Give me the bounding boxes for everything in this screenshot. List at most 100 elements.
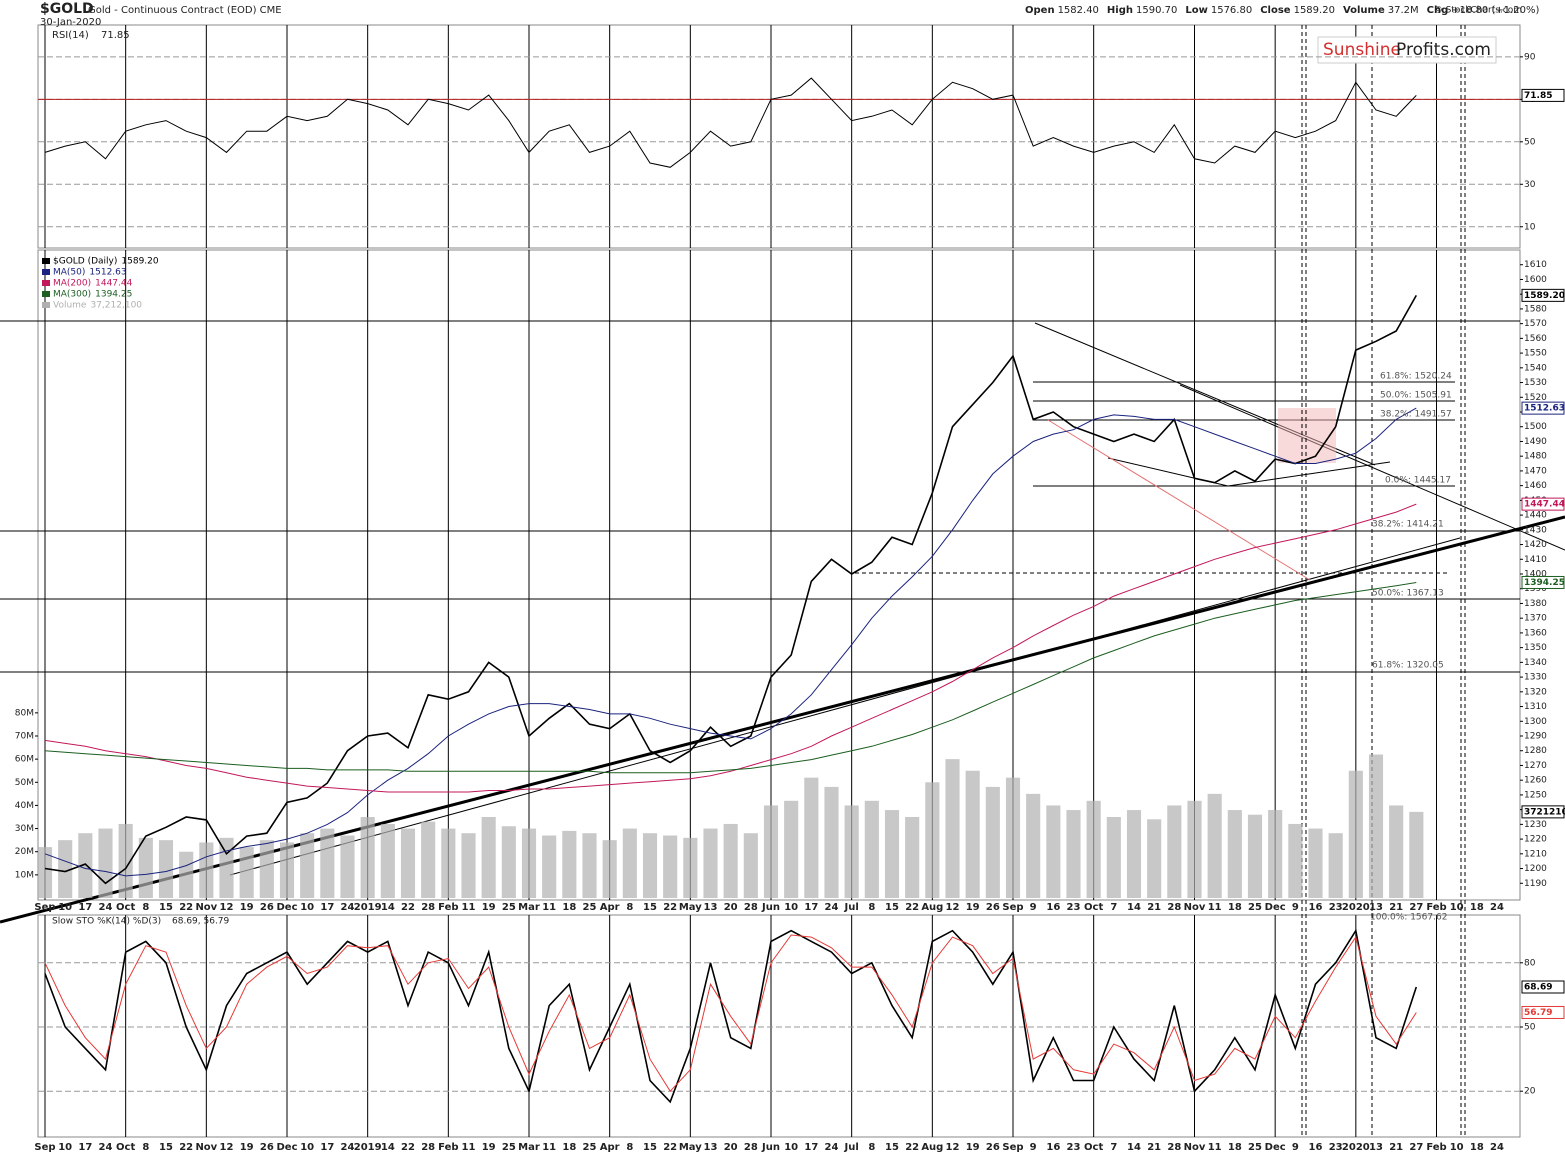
y-tick-label: 80M xyxy=(15,708,34,718)
quote-label: Open xyxy=(1025,5,1055,16)
x-tick-label: 21 xyxy=(1147,1142,1161,1153)
volume-bar xyxy=(501,826,516,898)
x-tick-label: 23 xyxy=(1067,902,1081,913)
x-tick-label: 16 xyxy=(1046,1142,1060,1153)
volume-bar xyxy=(58,840,73,898)
x-tick-label: 8 xyxy=(626,902,633,913)
y-tick-label: 90 xyxy=(1524,52,1536,62)
annotation: 38.2%: 1414.21 xyxy=(1372,520,1444,530)
stoch-line xyxy=(44,934,1417,1093)
x-tick-label: Sep xyxy=(34,1142,55,1153)
source: © StockCharts.com xyxy=(1434,6,1522,16)
volume-bar xyxy=(804,777,819,898)
x-tick-label: 10 xyxy=(300,902,314,913)
y-tick-label: 1430 xyxy=(1524,525,1547,535)
x-tick-label: Feb xyxy=(1426,1142,1446,1153)
x-tick-label: Jul xyxy=(844,1142,859,1153)
x-tick-label: 2019 xyxy=(354,1142,382,1153)
x-tick-label: 15 xyxy=(885,1142,899,1153)
y-tick-label: 1230 xyxy=(1524,820,1547,830)
volume-bar xyxy=(300,833,315,898)
y-tick-label: 1260 xyxy=(1524,776,1547,786)
value-tag xyxy=(1521,980,1565,994)
x-tick-label: 17 xyxy=(320,902,334,913)
volume-bar xyxy=(1207,793,1222,898)
legend-label: $GOLD (Daily) xyxy=(53,257,117,267)
y-tick-label: 1210 xyxy=(1524,849,1547,859)
quote-value: 1576.80 xyxy=(1211,5,1252,16)
y-tick-label: 20 xyxy=(1524,1087,1536,1097)
x-tick-label: 15 xyxy=(885,902,899,913)
x-tick-label: Sep xyxy=(1002,1142,1023,1153)
y-tick-label: 70M xyxy=(15,732,34,742)
volume-bar xyxy=(1026,793,1041,898)
y-tick-label: 1370 xyxy=(1524,614,1547,624)
x-tick-label: Sep xyxy=(34,902,55,913)
annotation: 61.8%: 1320.05 xyxy=(1372,661,1444,671)
legend-label: Volume xyxy=(53,301,87,311)
x-tick-label: 15 xyxy=(643,902,657,913)
volume-bar xyxy=(158,840,174,898)
y-tick-label: 1280 xyxy=(1524,746,1547,756)
y-tick-label: 1340 xyxy=(1524,658,1547,668)
annotation: 50.0%: 1505.91 xyxy=(1380,391,1452,401)
annotation: 61.8%: 1520.24 xyxy=(1380,372,1452,382)
x-tick-label: 23 xyxy=(1329,902,1343,913)
volume-bar xyxy=(784,800,799,898)
volume-bar xyxy=(1126,810,1142,898)
volume-bar xyxy=(663,835,678,898)
y-tick-label: 1520 xyxy=(1524,393,1547,403)
x-tick-label: Oct xyxy=(1084,902,1103,913)
volume-bar xyxy=(844,805,859,898)
y-tick-label: 1610 xyxy=(1524,260,1547,270)
quote-value: 1590.70 xyxy=(1136,5,1177,16)
volume-bar xyxy=(1308,828,1323,898)
y-tick-label: 1200 xyxy=(1524,864,1547,874)
x-tick-label: 8 xyxy=(868,902,875,913)
x-tick-label: 14 xyxy=(1127,1142,1141,1153)
x-tick-label: May xyxy=(679,1142,702,1153)
x-tick-label: Mar xyxy=(518,1142,540,1153)
x-tick-label: Oct xyxy=(116,902,135,913)
x-tick-label: 18 xyxy=(1228,902,1242,913)
x-tick-label: 19 xyxy=(482,902,496,913)
quote-value: +18.80 (+1.20%) xyxy=(1451,5,1539,16)
x-tick-label: 19 xyxy=(240,1142,254,1153)
stoch-legend-value: 68.69, 56.79 xyxy=(172,917,230,927)
logo: Sunshine Profits.com xyxy=(1317,36,1497,64)
y-tick-label: 1560 xyxy=(1524,334,1547,344)
quote-value: 1582.40 xyxy=(1058,5,1099,16)
x-tick-label: Jul xyxy=(844,902,859,913)
x-tick-label: 18 xyxy=(1470,902,1484,913)
value-tag xyxy=(1521,288,1565,302)
x-tick-label: 18 xyxy=(1470,1142,1484,1153)
volume-bar xyxy=(118,823,133,898)
value-tag-label: 1394.25 xyxy=(1524,578,1565,588)
volume-bar xyxy=(1106,817,1121,898)
x-tick-label: Apr xyxy=(600,902,620,913)
x-tick-label: 14 xyxy=(1127,902,1141,913)
volume-bar xyxy=(582,833,597,898)
y-tick-label: 1470 xyxy=(1524,466,1547,476)
x-tick-label: 19 xyxy=(966,902,980,913)
x-tick-label: 18 xyxy=(562,1142,576,1153)
y-tick-label: 1410 xyxy=(1524,555,1547,565)
y-tick-label: 1580 xyxy=(1524,304,1547,314)
volume-bar xyxy=(219,837,234,898)
y-tick-label: 80 xyxy=(1524,958,1536,968)
volume-bar xyxy=(320,828,335,898)
volume-bar xyxy=(481,817,496,898)
volume-bar xyxy=(905,817,920,898)
x-tick-label: Apr xyxy=(600,1142,620,1153)
x-tick-label: 21 xyxy=(1389,1142,1403,1153)
x-tick-label: 12 xyxy=(220,1142,234,1153)
trend-line xyxy=(229,537,1461,876)
volume-bar xyxy=(622,828,637,898)
volume-bar xyxy=(1167,805,1182,898)
x-tick-label: 8 xyxy=(868,1142,875,1153)
value-tag-label: 1512.63 xyxy=(1524,404,1565,414)
x-tick-label: Jun xyxy=(761,1142,780,1153)
y-tick-label: 20M xyxy=(15,847,34,857)
volume-bar xyxy=(1288,823,1303,898)
volume-bar xyxy=(199,842,214,898)
